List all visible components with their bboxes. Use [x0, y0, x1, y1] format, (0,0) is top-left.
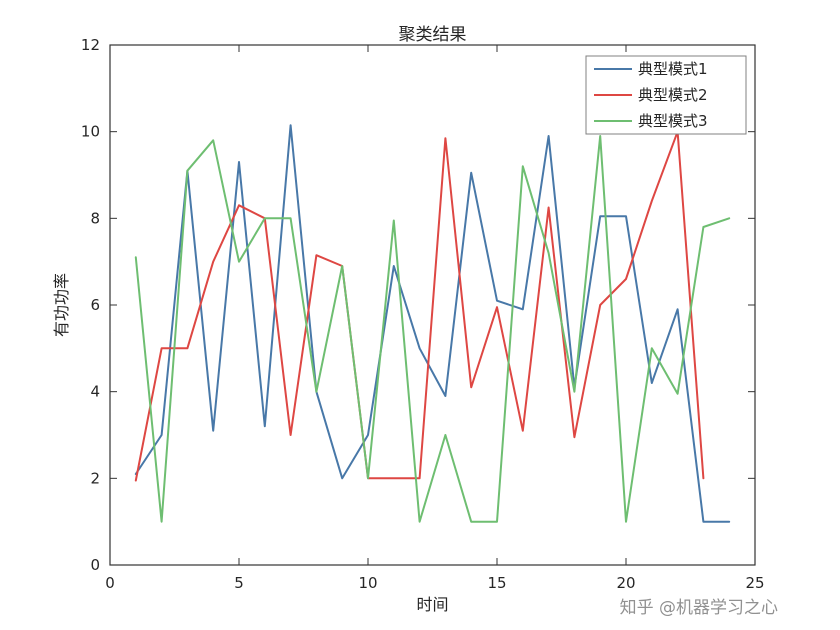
y-tick-label: 4: [90, 383, 100, 401]
axes-box: [109, 44, 756, 566]
x-tick-label: 5: [234, 574, 244, 592]
x-tick-label: 15: [487, 574, 506, 592]
y-tick-label: 12: [81, 36, 100, 54]
x-tick-label: 20: [616, 574, 635, 592]
x-tick-label: 10: [358, 574, 377, 592]
chart-title: 聚类结果: [398, 25, 467, 45]
series-line-2: [134, 130, 705, 482]
legend-label-1: 典型模式1: [638, 60, 708, 78]
legend-label-2: 典型模式2: [638, 86, 708, 104]
series-line-1: [134, 124, 731, 523]
y-axis-label: 有功功率: [52, 272, 71, 338]
y-tick-label: 8: [90, 209, 100, 227]
y-tick-label: 2: [90, 469, 100, 487]
x-tick-label: 0: [105, 574, 115, 592]
y-tick-label: 0: [90, 556, 100, 574]
series-line-3: [134, 135, 731, 523]
legend-label-3: 典型模式3: [638, 112, 708, 130]
y-tick-label: 10: [81, 123, 100, 141]
x-axis-label: 时间: [416, 595, 449, 614]
x-tick-label: 25: [745, 574, 764, 592]
watermark: 知乎 @机器学习之心: [619, 598, 778, 618]
y-tick-label: 6: [90, 296, 100, 314]
